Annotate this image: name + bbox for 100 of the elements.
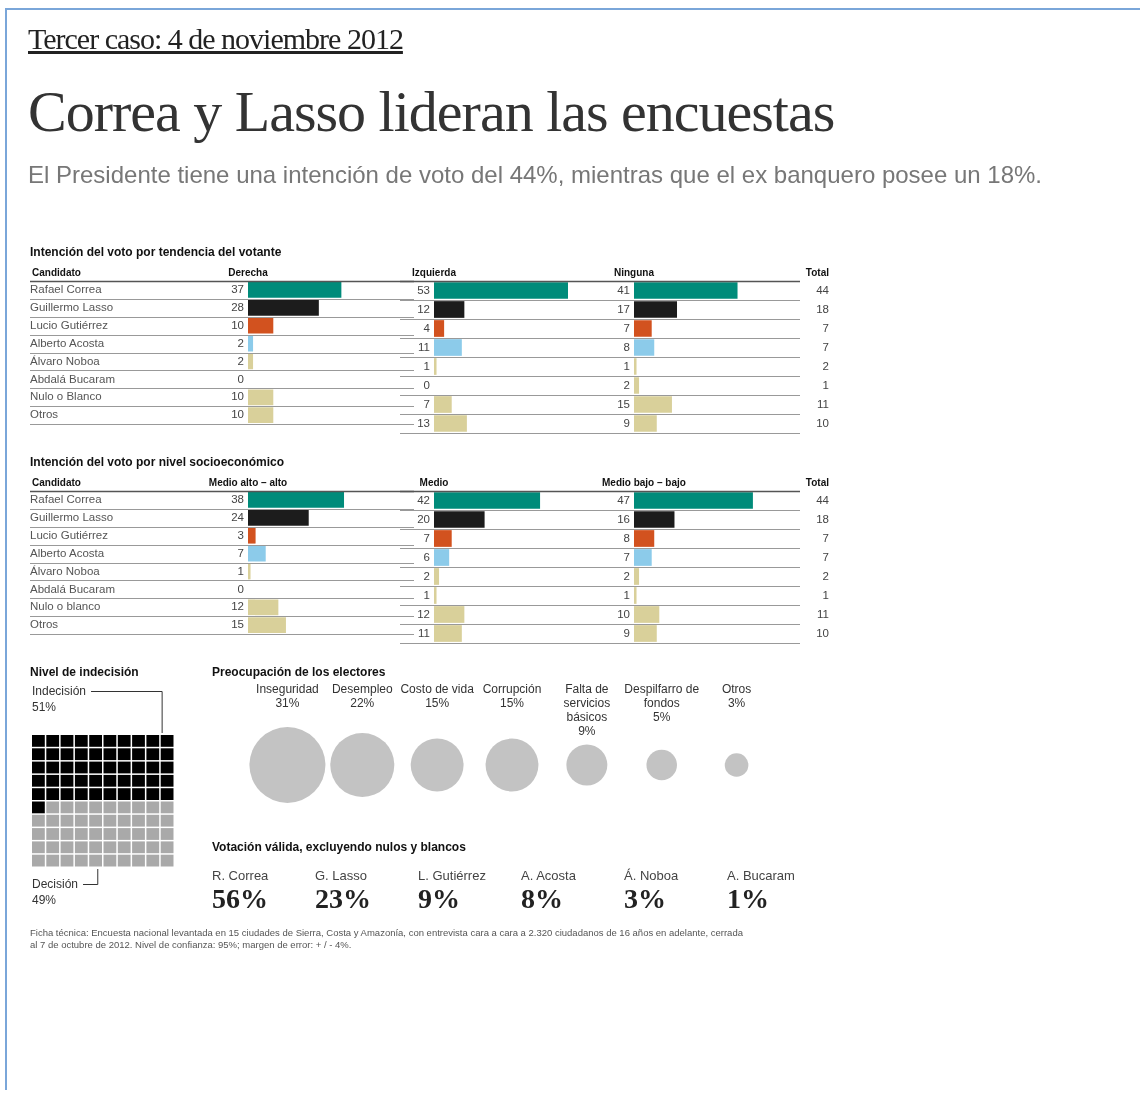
data-label: 10 xyxy=(231,390,244,403)
data-label: 49% xyxy=(32,893,57,907)
category-label: Otros xyxy=(721,682,752,696)
y-tick-label: Álvaro Noboa xyxy=(30,564,101,577)
data-label: 18 xyxy=(816,302,829,315)
y-tick-label: Abdalá Bucaram xyxy=(30,582,116,595)
bar xyxy=(634,587,637,604)
data-label: 0 xyxy=(237,372,244,385)
y-tick-label: Rafael Correa xyxy=(30,493,103,506)
data-label: 11 xyxy=(817,397,829,410)
data-label: 10 xyxy=(231,318,244,331)
data-label: 2 xyxy=(623,569,630,582)
bar xyxy=(434,511,485,528)
y-tick-label: Rafael Correa xyxy=(30,283,103,296)
y-tick-label: Guillermo Lasso xyxy=(30,511,114,523)
data-label: 15 xyxy=(617,397,630,410)
text: Ficha técnica: Encuesta nacional levantada en 15 ciudades de Sierra, Costa y Amazonía, con entrevista cara a cara a 2.320 ciudadanos de 16 años en adelante, cerrada al 7 de octubre de 2012. Nivel de confianza: 95%; margen de error: + / - 4%. xyxy=(30,927,744,951)
data-label: 16 xyxy=(617,512,630,525)
bar xyxy=(248,299,319,316)
text: El Presidente tiene una intención de voto del 44%, mientras que el ex banquero posee un 18%. xyxy=(28,160,1044,190)
bar xyxy=(248,617,286,634)
data-label: 10 xyxy=(231,408,244,421)
category-label: Falta de servicios básicos xyxy=(563,682,611,724)
bar xyxy=(634,511,675,528)
data-label: 1 xyxy=(623,359,630,372)
category-label: Á. Noboa xyxy=(624,868,680,883)
data-label: 12 xyxy=(417,607,430,620)
data-label: 31% xyxy=(275,696,300,710)
bar xyxy=(434,625,462,642)
data-label: 9 xyxy=(623,626,630,639)
data-label: 2 xyxy=(237,354,244,367)
data-label: 17 xyxy=(617,302,630,315)
category-label: A. Acosta xyxy=(521,868,577,883)
series-label: Medio bajo – bajo xyxy=(602,477,686,488)
y-tick-label: Otros xyxy=(30,618,59,631)
data-label: 1 xyxy=(423,359,430,372)
data-label: 10 xyxy=(816,416,829,429)
y-tick-label: Alberto Acosta xyxy=(30,336,105,349)
data-label: 15% xyxy=(425,696,450,710)
data-label: 9 xyxy=(623,416,630,429)
data-label: 6 xyxy=(423,550,430,563)
data-label: 1% xyxy=(727,883,770,915)
data-label: 1 xyxy=(822,588,829,601)
data-label: 10 xyxy=(816,626,829,639)
category-label: A. Bucaram xyxy=(727,868,796,883)
data-label: 24 xyxy=(231,511,245,523)
bar xyxy=(248,492,345,508)
bar xyxy=(634,282,738,299)
bar xyxy=(634,625,657,642)
text: Tercer caso: 4 de noviembre 2012 xyxy=(28,22,404,56)
bar xyxy=(634,301,678,318)
category-label: G. Lasso xyxy=(315,868,369,883)
data-label: 8% xyxy=(521,883,564,915)
bar xyxy=(434,492,541,509)
data-label: 11 xyxy=(418,626,430,639)
category-label: Despilfarro de fondos xyxy=(624,682,700,710)
data-label: 12 xyxy=(417,302,430,315)
series-label: Ninguna xyxy=(614,267,655,278)
data-label: 41 xyxy=(617,283,630,296)
data-label: 23% xyxy=(315,883,372,915)
data-label: 2 xyxy=(822,569,829,582)
data-label: 56% xyxy=(212,883,269,915)
category-label: Indecisión xyxy=(32,684,87,698)
series-label: Medio xyxy=(419,477,449,488)
y-tick-label: Guillermo Lasso xyxy=(30,301,114,313)
data-label: 44 xyxy=(816,493,830,506)
bar xyxy=(248,353,254,370)
data-label: 2 xyxy=(237,336,244,349)
data-label: 7 xyxy=(822,321,829,334)
bar xyxy=(634,415,657,432)
bar xyxy=(634,549,652,566)
data-label: 2 xyxy=(623,378,630,391)
bar xyxy=(248,317,274,334)
bar xyxy=(434,415,467,432)
data-label: 18 xyxy=(816,512,829,525)
data-label: 7 xyxy=(822,340,829,353)
y-tick-label: Álvaro Noboa xyxy=(30,354,101,367)
data-label: 11 xyxy=(418,340,430,353)
data-label: 9% xyxy=(578,724,596,738)
series-label: Derecha xyxy=(228,267,269,278)
data-label: 3% xyxy=(727,696,746,710)
text: Correa y Lasso lideran las encuestas xyxy=(28,78,836,145)
bar xyxy=(248,509,309,526)
data-label: 2 xyxy=(822,359,829,372)
data-label: 7 xyxy=(822,531,829,544)
bar xyxy=(248,527,256,544)
series-label: Medio alto – alto xyxy=(208,477,288,488)
bar xyxy=(434,282,569,299)
data-label: 1 xyxy=(423,588,430,601)
category-label: Decisión xyxy=(32,877,79,891)
data-label: 37 xyxy=(231,283,244,296)
y-tick-label: Lucio Gutiérrez xyxy=(30,528,109,541)
data-label: 5% xyxy=(653,710,671,724)
data-label: 0 xyxy=(237,582,244,595)
data-label: 13 xyxy=(417,416,430,429)
y-tick-label: Nulo o Blanco xyxy=(30,390,102,403)
data-label: 15% xyxy=(499,696,525,710)
y-tick-label: Alberto Acosta xyxy=(30,546,105,559)
data-label: 3% xyxy=(624,883,667,915)
bar xyxy=(634,377,640,394)
